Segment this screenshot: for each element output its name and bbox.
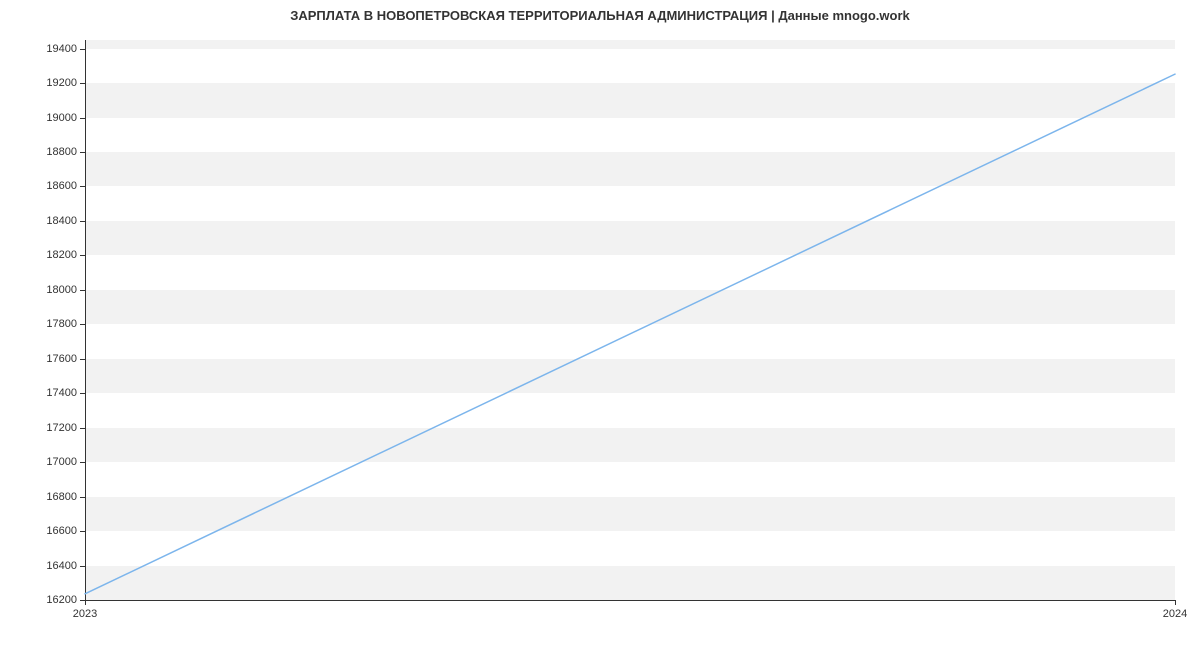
- y-tick-label: 18400: [46, 215, 77, 227]
- chart-container: ЗАРПЛАТА В НОВОПЕТРОВСКАЯ ТЕРРИТОРИАЛЬНА…: [0, 0, 1200, 650]
- y-tick-label: 17800: [46, 318, 77, 330]
- y-tick-label: 17200: [46, 422, 77, 434]
- y-tick-label: 16600: [46, 525, 77, 537]
- x-tick-mark: [1175, 600, 1176, 605]
- x-tick-label: 2023: [73, 608, 97, 620]
- plot-area: 1620016400166001680017000172001740017600…: [85, 40, 1175, 600]
- series-line: [85, 74, 1175, 594]
- y-tick-label: 17600: [46, 353, 77, 365]
- chart-title: ЗАРПЛАТА В НОВОПЕТРОВСКАЯ ТЕРРИТОРИАЛЬНА…: [0, 8, 1200, 23]
- y-tick-label: 18600: [46, 180, 77, 192]
- line-layer: [85, 40, 1175, 600]
- y-tick-label: 18200: [46, 249, 77, 261]
- y-tick-label: 18800: [46, 146, 77, 158]
- y-tick-label: 19000: [46, 112, 77, 124]
- y-tick-label: 16400: [46, 560, 77, 572]
- y-tick-label: 19200: [46, 77, 77, 89]
- y-tick-label: 16200: [46, 594, 77, 606]
- x-tick-label: 2024: [1163, 608, 1187, 620]
- x-axis-line: [85, 600, 1175, 601]
- y-tick-label: 17000: [46, 456, 77, 468]
- y-tick-label: 17400: [46, 387, 77, 399]
- y-tick-label: 16800: [46, 491, 77, 503]
- y-tick-label: 19400: [46, 43, 77, 55]
- y-tick-label: 18000: [46, 284, 77, 296]
